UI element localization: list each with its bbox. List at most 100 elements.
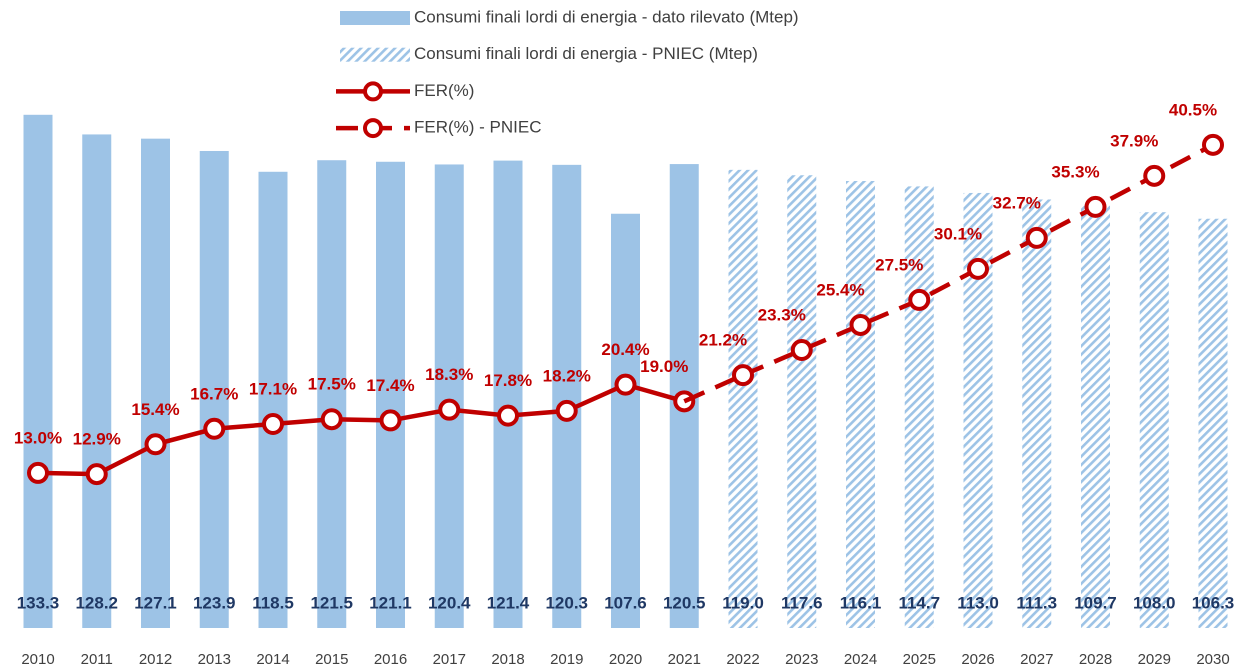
- bar-value-label: 107.6: [604, 593, 647, 612]
- bar: [1022, 199, 1052, 628]
- bar-value-label: 111.3: [1016, 593, 1057, 612]
- line-value-label: 25.4%: [816, 280, 864, 299]
- line-value-label: 12.9%: [73, 430, 121, 449]
- x-tick-label: 2023: [785, 651, 818, 668]
- bar-value-label: 121.4: [487, 593, 530, 612]
- x-tick-label: 2020: [609, 651, 642, 668]
- line-value-label: 16.7%: [190, 384, 238, 403]
- x-tick-label: 2021: [668, 651, 701, 668]
- line-value-label: 17.1%: [249, 379, 297, 398]
- line-value-label: 21.2%: [699, 331, 747, 350]
- bar: [1198, 218, 1228, 628]
- bar: [904, 186, 934, 628]
- bar-value-label: 106.3: [1192, 593, 1235, 612]
- x-tick-label: 2019: [550, 651, 583, 668]
- line-marker: [438, 398, 461, 421]
- bar-value-label: 133.3: [17, 593, 60, 612]
- bar-value-label: 120.4: [428, 593, 471, 612]
- legend-swatch: [340, 47, 410, 62]
- line-value-label: 18.2%: [543, 366, 591, 385]
- bar: [23, 114, 53, 629]
- bar-value-label: 120.5: [663, 593, 706, 612]
- line-marker: [497, 404, 519, 427]
- legend-swatch: [340, 11, 410, 25]
- line-marker: [262, 412, 284, 435]
- legend-label: FER(%) - PNIEC: [414, 118, 542, 137]
- bar: [82, 134, 112, 628]
- x-tick-label: 2024: [844, 651, 877, 668]
- line-marker: [1202, 133, 1224, 156]
- legend-item: FER(%) - PNIEC: [336, 118, 542, 139]
- line-marker: [1025, 226, 1048, 249]
- line-marker: [849, 313, 872, 336]
- legend-label: FER(%): [414, 81, 474, 100]
- x-tick-label: 2011: [81, 651, 113, 668]
- line-value-label: 13.0%: [14, 428, 62, 447]
- bar: [258, 171, 288, 628]
- bar: [611, 213, 640, 629]
- line-value-label: 27.5%: [875, 255, 923, 274]
- bar-value-label: 121.1: [369, 593, 412, 612]
- x-tick-label: 2010: [21, 651, 54, 668]
- line: [37, 382, 685, 477]
- line-marker: [614, 373, 637, 396]
- line-value-label: 23.3%: [758, 306, 806, 325]
- x-tick-label: 2028: [1079, 651, 1112, 668]
- x-tick-label: 2018: [491, 651, 524, 668]
- line-value-label: 15.4%: [131, 400, 179, 419]
- bar-value-label: 117.6: [781, 593, 823, 612]
- line-marker: [908, 288, 931, 311]
- line-marker: [1143, 164, 1166, 187]
- bar-value-label: 123.9: [193, 593, 236, 612]
- legend-label: Consumi finali lordi di energia - PNIEC …: [414, 44, 758, 63]
- x-tick-label: 2017: [433, 651, 466, 668]
- line-marker: [85, 463, 108, 486]
- bar: [434, 164, 464, 628]
- x-tick-label: 2022: [726, 651, 759, 668]
- line-marker: [555, 399, 578, 422]
- bar: [552, 164, 582, 628]
- bar: [317, 160, 347, 628]
- line-marker: [144, 433, 167, 456]
- bar: [1081, 205, 1110, 628]
- x-tick-label: 2015: [315, 651, 348, 668]
- line-value-label: 30.1%: [934, 224, 982, 243]
- bar: [728, 169, 758, 628]
- line-value-label: 18.3%: [425, 365, 473, 384]
- line-marker: [732, 364, 754, 387]
- bar-value-label: 121.5: [310, 593, 353, 612]
- line-value-label: 32.7%: [993, 193, 1041, 212]
- x-tick-label: 2016: [374, 651, 407, 668]
- bar-value-label: 108.0: [1133, 593, 1176, 612]
- legend-marker: [363, 81, 383, 102]
- legend-item: Consumi finali lordi di energia - PNIEC …: [340, 44, 758, 63]
- bar: [376, 161, 405, 628]
- line-marker: [967, 257, 989, 280]
- bar-value-label: 109.7: [1074, 593, 1117, 612]
- line-marker: [203, 417, 226, 440]
- x-tick-label: 2027: [1020, 651, 1053, 668]
- legend-item: Consumi finali lordi di energia - dato r…: [340, 7, 799, 26]
- bar: [493, 160, 523, 629]
- bar: [199, 150, 229, 629]
- bar-value-label: 116.1: [840, 593, 882, 612]
- bar-value-label: 128.2: [75, 593, 118, 612]
- line-marker: [790, 339, 813, 362]
- bar: [141, 138, 170, 629]
- line-value-label: 17.5%: [308, 375, 356, 394]
- x-tick-label: 2014: [256, 651, 289, 668]
- x-tick-label: 2029: [1138, 651, 1171, 668]
- x-tick-label: 2012: [139, 651, 172, 668]
- bar: [846, 181, 875, 628]
- line-value-label: 17.4%: [366, 376, 414, 395]
- line-marker: [27, 461, 49, 484]
- bar-value-label: 118.5: [252, 593, 294, 612]
- line-marker: [320, 408, 343, 431]
- legend-label: Consumi finali lordi di energia - dato r…: [414, 7, 799, 26]
- bar-value-label: 113.0: [957, 593, 999, 612]
- x-tick-label: 2013: [198, 651, 231, 668]
- bar: [787, 175, 817, 629]
- bar-value-label: 114.7: [898, 593, 940, 612]
- line-marker: [379, 409, 402, 432]
